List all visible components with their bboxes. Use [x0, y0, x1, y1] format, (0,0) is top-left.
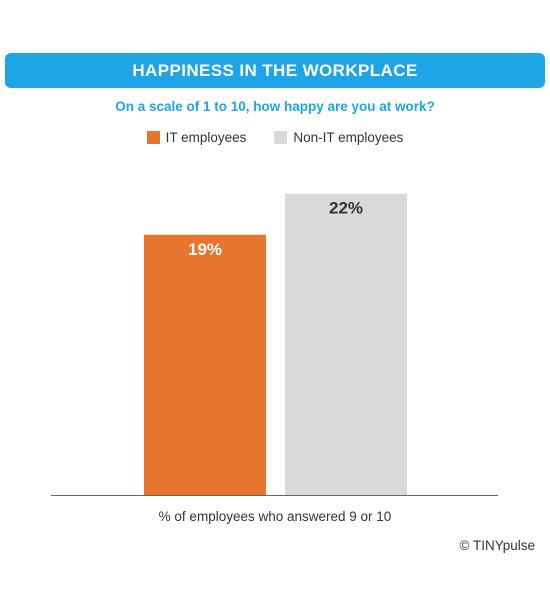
bar-non-it-employees [285, 193, 407, 495]
data-label-non-it: 22% [329, 199, 363, 218]
legend-label-non-it: Non-IT employees [293, 130, 404, 145]
legend-item-non-it: Non-IT employees [274, 130, 403, 145]
legend-item-it: IT employees [146, 130, 247, 145]
legend-label-it: IT employees [165, 130, 247, 145]
chart-title: HAPPINESS IN THE WORKPLACE [132, 60, 418, 80]
x-axis-label: % of employees who answered 9 or 10 [158, 509, 392, 524]
legend: IT employees Non-IT employees [0, 130, 550, 145]
data-label-it: 19% [188, 240, 222, 259]
chart-subtitle: On a scale of 1 to 10, how happy are you… [115, 99, 435, 114]
title-banner: HAPPINESS IN THE WORKPLACE [5, 53, 545, 88]
bar-it-employees [144, 234, 266, 496]
legend-swatch-non-it [274, 131, 288, 144]
source-credit: © TINYpulse [459, 538, 535, 553]
legend-swatch-it [146, 131, 160, 144]
